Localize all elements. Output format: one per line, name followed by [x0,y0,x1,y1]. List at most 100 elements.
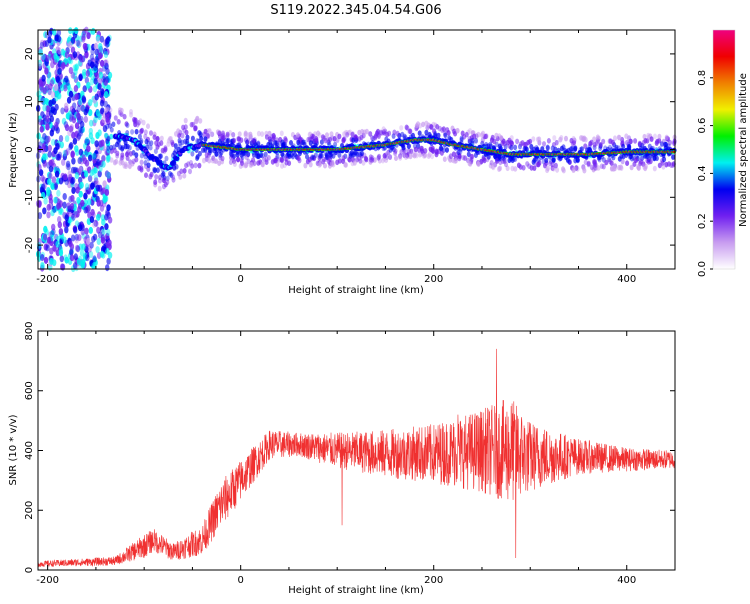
spectrogram-cell [385,131,390,138]
spectrogram-cell [553,162,558,169]
spectrogram-cell [395,130,400,137]
x-tick-label: -200 [36,274,59,285]
spectrogram-cell [345,132,350,138]
spectrogram-cell [280,163,284,169]
spectrogram-cell [264,159,269,165]
spectrogram-cell [218,152,223,158]
spectrogram-cell [319,139,324,145]
spectrogram-cell [248,131,253,138]
spectrogram-cell [630,155,634,162]
spectrogram-cell [275,161,280,168]
spectrogram-cell [382,130,387,136]
spectrogram-cell [537,160,542,166]
spectrogram-cell [106,257,111,265]
spectrogram-cell [124,121,129,127]
colorbar-tick-label: 0.4 [697,165,708,181]
spectrogram-cell [536,161,541,168]
spectrogram-cell [76,132,82,140]
spectrogram-cell [369,157,373,163]
spectrogram-cell [64,51,70,59]
spectrogram-cell [89,119,94,127]
spectrogram-cell [38,141,43,149]
spectrogram-cell [116,119,121,125]
spectrogram-cell [479,158,484,165]
spectrogram-cell [78,98,83,106]
spectrogram-cell [64,226,69,234]
spectrogram-y-label: Frequency (Hz) [8,112,19,188]
spectrogram-cell [86,32,91,40]
spectrogram-cell [545,145,550,151]
spectrogram-cell [75,39,81,47]
colorbar-frame [712,29,736,270]
spectrogram-cell [51,223,56,231]
spectrogram-cell [74,122,80,130]
spectrogram-cell [312,155,317,162]
spectrogram-cell [89,182,95,190]
spectrogram-cell [179,168,184,175]
spectrogram-cell [447,136,452,142]
spectrogram-cell [51,138,56,146]
spectrogram-cell [592,141,597,148]
spectrogram-cell [41,97,47,105]
spectrogram-cell [244,154,249,161]
y-tick-label: 0 [24,146,35,152]
spectrogram-cell [664,134,669,141]
spectrogram-cell [89,169,94,177]
spectrogram-cell [598,142,603,148]
spectrogram-cell [83,206,88,214]
spectrogram-cell [86,81,91,89]
spectrogram-cell [281,152,286,159]
spectrogram-cell [470,153,475,160]
spectrogram-cell [456,149,461,156]
y-tick-label: 600 [24,381,35,400]
spectrogram-cell [80,104,85,112]
spectrogram-cell [287,160,292,166]
spectrogram-cell [343,129,348,136]
spectrogram-cell [159,140,164,146]
spectrogram-cell [272,157,277,164]
spectrogram-cell [535,136,540,143]
spectrogram-cell [53,52,58,60]
spectrogram-cell [427,131,432,138]
spectrogram-cell [55,240,60,248]
spectrogram-cell [414,152,419,159]
spectrogram-cell [160,172,165,178]
spectrogram-cell [139,152,144,159]
spectrogram-cell [69,254,75,262]
spectrogram-cell [41,53,46,61]
spectrogram-cell [266,155,271,161]
spectrogram-cell [75,245,81,253]
spectrogram-cell [74,93,79,101]
spectrogram-cell [581,165,586,172]
spectrogram-cell [93,64,98,71]
spectrogram-cell [193,125,198,132]
spectrogram-cell [592,160,597,167]
snr-x-label: Height of straight line (km) [288,585,424,596]
spectrogram-cell [642,164,647,170]
spectrogram-cell [57,67,62,75]
spectrogram-cell [62,149,68,157]
spectrogram-cell [63,102,69,110]
spectrogram-cell [149,130,153,136]
spectrogram-cell [87,245,92,253]
spectrogram-cell [620,136,625,143]
spectrogram-cell [65,112,71,120]
spectrogram-cell [289,152,294,158]
x-tick-label: -200 [36,575,59,586]
spectrogram-cell [398,153,403,159]
spectrogram-cell [42,233,48,241]
spectrogram-cell [574,165,579,171]
spectrogram-cell [318,161,323,167]
spectrogram-cell [47,144,52,152]
spectrogram-cell [50,159,55,166]
spectrogram-cell [363,155,368,162]
spectrogram-cell [99,35,105,43]
spectrogram-cell [153,148,158,154]
spectrogram-cell [476,161,481,167]
spectrogram-cell [655,138,660,145]
spectrogram-cell [162,177,167,184]
spectrogram-cell [357,155,362,161]
spectrogram-cell [307,156,312,163]
spectrogram-cell [106,145,111,151]
